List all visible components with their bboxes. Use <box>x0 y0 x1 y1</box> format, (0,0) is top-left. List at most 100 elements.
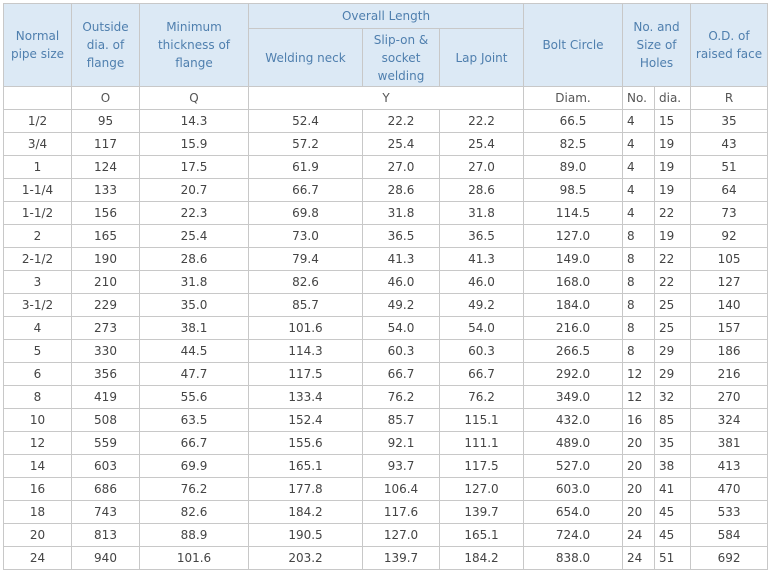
table-cell: 8 <box>3 385 72 409</box>
table-cell: 4 <box>622 178 655 202</box>
table-row: 24 940 101.6 203.2 139.7 184.2 838.0 24 51 692 <box>3 546 769 570</box>
table-cell: 41 <box>653 477 692 501</box>
header-cell: Normal pipe size <box>3 3 72 87</box>
table-body: 1/2 95 14.3 52.4 22.2 22.2 66.5 4 15 35 3/4 117 15.9… <box>3 109 769 570</box>
flange-table: Normal pipe size Outside dia. of flange … <box>3 3 769 570</box>
header-cell: Lap Joint <box>439 28 524 87</box>
table-cell: 105 <box>690 247 769 271</box>
table-cell: 117 <box>71 132 140 156</box>
table-cell: 168.0 <box>523 270 623 294</box>
table-cell: 85.7 <box>362 408 440 432</box>
table-cell: 22.2 <box>439 109 524 133</box>
table-cell: 229 <box>71 293 140 317</box>
header-cell: O.D. of raised face <box>690 3 769 87</box>
header-cell: Outside dia. of flange <box>71 3 140 87</box>
table-cell: 20.7 <box>139 178 249 202</box>
table-cell: 61.9 <box>248 155 363 179</box>
table-cell: 8 <box>622 316 655 340</box>
table-cell: 165.1 <box>248 454 363 478</box>
table-cell: 8 <box>622 339 655 363</box>
table-cell: 5 <box>3 339 72 363</box>
table-cell: 45 <box>653 523 692 547</box>
table-cell: 559 <box>71 431 140 455</box>
table-cell: 1 <box>3 155 72 179</box>
table-cell: 20 <box>3 523 72 547</box>
unit-cell: No. <box>622 86 655 110</box>
table-cell: 724.0 <box>523 523 623 547</box>
table-cell: 31.8 <box>362 201 440 225</box>
table-cell: 46.0 <box>439 270 524 294</box>
table-cell: 127.0 <box>362 523 440 547</box>
table-cell: 25 <box>653 316 692 340</box>
table-cell: 35 <box>653 431 692 455</box>
table-cell: 41.3 <box>362 247 440 271</box>
table-cell: 85.7 <box>248 293 363 317</box>
header-cell: Slip-on & socket welding <box>362 28 440 87</box>
table-cell: 12 <box>622 362 655 386</box>
table-cell: 216.0 <box>523 316 623 340</box>
table-cell: 22 <box>653 201 692 225</box>
table-row: 1-1/2 156 22.3 69.8 31.8 31.8 114.5 4 22 73 <box>3 201 769 225</box>
table-cell: 82.5 <box>523 132 623 156</box>
table-cell: 470 <box>690 477 769 501</box>
table-cell: 49.2 <box>439 293 524 317</box>
table-row: 3 210 31.8 82.6 46.0 46.0 168.0 8 22 127 <box>3 270 769 294</box>
table-cell: 177.8 <box>248 477 363 501</box>
table-row: 8 419 55.6 133.4 76.2 76.2 349.0 12 32 270 <box>3 385 769 409</box>
header-cell: Overall Length <box>248 3 524 29</box>
table-row: 20 813 88.9 190.5 127.0 165.1 724.0 24 45 584 <box>3 523 769 547</box>
table-cell: 140 <box>690 293 769 317</box>
table-cell: 117.5 <box>439 454 524 478</box>
table-cell: 101.6 <box>248 316 363 340</box>
unit-cell: dia. <box>653 86 692 110</box>
table-cell: 20 <box>622 431 655 455</box>
table-cell: 1-1/2 <box>3 201 72 225</box>
table-cell: 66.5 <box>523 109 623 133</box>
table-cell: 19 <box>653 178 692 202</box>
table-cell: 106.4 <box>362 477 440 501</box>
table-cell: 45 <box>653 500 692 524</box>
table-cell: 63.5 <box>139 408 249 432</box>
table-cell: 101.6 <box>139 546 249 570</box>
table-cell: 413 <box>690 454 769 478</box>
table-cell: 489.0 <box>523 431 623 455</box>
table-cell: 186 <box>690 339 769 363</box>
table-cell: 25.4 <box>362 132 440 156</box>
table-cell: 27.0 <box>362 155 440 179</box>
table-cell: 28.6 <box>439 178 524 202</box>
table-cell: 19 <box>653 155 692 179</box>
table-cell: 55.6 <box>139 385 249 409</box>
table-cell: 190.5 <box>248 523 363 547</box>
table-cell: 46.0 <box>362 270 440 294</box>
table-cell: 115.1 <box>439 408 524 432</box>
table-cell: 124 <box>71 155 140 179</box>
table-cell: 2-1/2 <box>3 247 72 271</box>
table-cell: 16 <box>3 477 72 501</box>
table-cell: 66.7 <box>362 362 440 386</box>
table-row: 18 743 82.6 184.2 117.6 139.7 654.0 20 45 533 <box>3 500 769 524</box>
table-cell: 22.2 <box>362 109 440 133</box>
table-cell: 184.2 <box>439 546 524 570</box>
table-row: 10 508 63.5 152.4 85.7 115.1 432.0 16 85 324 <box>3 408 769 432</box>
table-cell: 111.1 <box>439 431 524 455</box>
table-cell: 24 <box>622 523 655 547</box>
table-cell: 32 <box>653 385 692 409</box>
table-cell: 51 <box>690 155 769 179</box>
table-cell: 25 <box>653 293 692 317</box>
table-row: 5 330 44.5 114.3 60.3 60.3 266.5 8 29 186 <box>3 339 769 363</box>
table-cell: 3 <box>3 270 72 294</box>
table-cell: 117.5 <box>248 362 363 386</box>
header-cell: Welding neck <box>248 28 363 87</box>
table-cell: 35.0 <box>139 293 249 317</box>
table-cell: 584 <box>690 523 769 547</box>
table-cell: 15.9 <box>139 132 249 156</box>
table-cell: 127.0 <box>523 224 623 248</box>
table-cell: 270 <box>690 385 769 409</box>
table-cell: 4 <box>622 132 655 156</box>
unit-cell: Y <box>248 86 524 110</box>
table-cell: 47.7 <box>139 362 249 386</box>
header-cell: Minimum thickness of flange <box>139 3 249 87</box>
table-cell: 133.4 <box>248 385 363 409</box>
table-cell: 266.5 <box>523 339 623 363</box>
